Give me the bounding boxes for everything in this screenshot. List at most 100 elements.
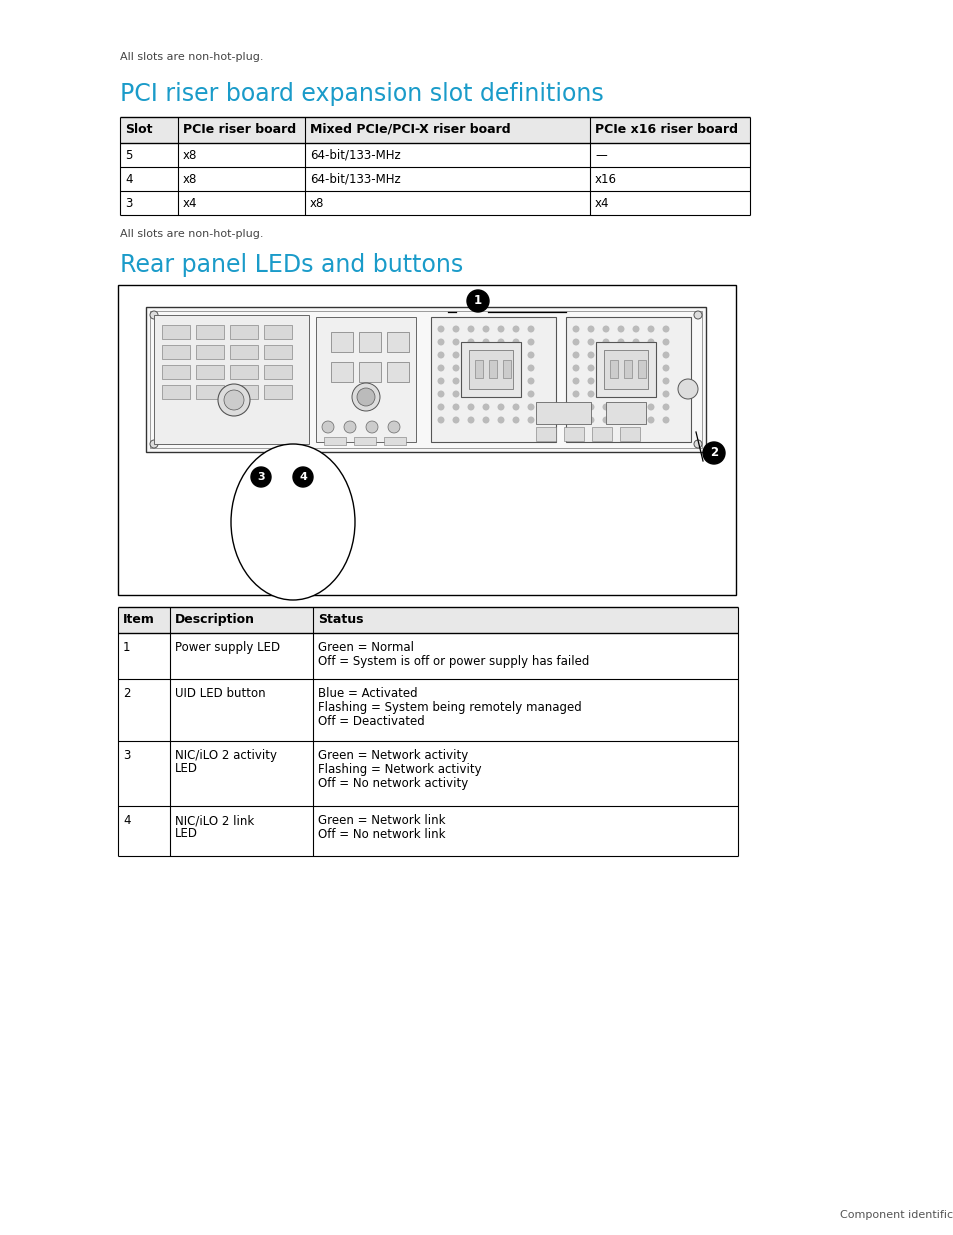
Circle shape xyxy=(632,378,639,384)
Text: PCI riser board expansion slot definitions: PCI riser board expansion slot definitio… xyxy=(120,82,603,106)
Circle shape xyxy=(572,378,578,384)
Circle shape xyxy=(587,338,594,346)
Text: 64-bit/133-MHz: 64-bit/133-MHz xyxy=(310,149,400,162)
Bar xyxy=(162,325,190,338)
Bar xyxy=(195,366,224,379)
Circle shape xyxy=(497,390,504,398)
Circle shape xyxy=(572,404,578,410)
Text: LED: LED xyxy=(174,762,198,776)
Circle shape xyxy=(602,364,609,372)
Circle shape xyxy=(388,421,399,433)
Circle shape xyxy=(467,352,474,358)
Circle shape xyxy=(452,378,459,384)
Circle shape xyxy=(617,352,624,358)
Text: Off = No network link: Off = No network link xyxy=(317,827,445,841)
Circle shape xyxy=(452,338,459,346)
Text: Rear panel LEDs and buttons: Rear panel LEDs and buttons xyxy=(120,253,463,277)
Circle shape xyxy=(572,390,578,398)
Text: Blue = Activated: Blue = Activated xyxy=(317,687,417,700)
Circle shape xyxy=(647,404,654,410)
Circle shape xyxy=(647,326,654,332)
Text: x8: x8 xyxy=(183,149,197,162)
Circle shape xyxy=(437,378,444,384)
Bar xyxy=(150,311,701,448)
Circle shape xyxy=(587,364,594,372)
Circle shape xyxy=(437,364,444,372)
Text: 1: 1 xyxy=(123,641,131,655)
Bar xyxy=(469,350,513,389)
Circle shape xyxy=(482,378,489,384)
Circle shape xyxy=(647,390,654,398)
Circle shape xyxy=(512,390,519,398)
Circle shape xyxy=(482,352,489,358)
Circle shape xyxy=(693,440,701,448)
Circle shape xyxy=(497,404,504,410)
Bar xyxy=(162,385,190,399)
Bar xyxy=(265,490,274,500)
Circle shape xyxy=(587,404,594,410)
Circle shape xyxy=(617,326,624,332)
Text: 2: 2 xyxy=(709,447,718,459)
Text: Off = Deactivated: Off = Deactivated xyxy=(317,715,424,727)
Circle shape xyxy=(617,416,624,424)
Bar xyxy=(603,350,647,389)
Bar xyxy=(118,606,738,634)
Circle shape xyxy=(467,404,474,410)
Circle shape xyxy=(617,404,624,410)
Bar xyxy=(387,362,409,382)
Circle shape xyxy=(661,378,669,384)
Bar xyxy=(120,117,749,143)
Circle shape xyxy=(587,416,594,424)
Text: 4: 4 xyxy=(123,814,131,827)
Circle shape xyxy=(482,416,489,424)
Text: 4: 4 xyxy=(125,173,132,186)
Bar xyxy=(354,437,375,445)
Circle shape xyxy=(467,326,474,332)
Circle shape xyxy=(482,364,489,372)
Bar xyxy=(162,366,190,379)
Text: —: — xyxy=(595,149,606,162)
Text: NIC/iLO 2 link: NIC/iLO 2 link xyxy=(174,814,254,827)
Circle shape xyxy=(602,352,609,358)
Bar xyxy=(195,345,224,359)
Circle shape xyxy=(497,378,504,384)
Text: x4: x4 xyxy=(595,198,609,210)
Text: 1: 1 xyxy=(474,294,481,308)
Circle shape xyxy=(452,352,459,358)
Text: 2: 2 xyxy=(123,687,131,700)
Circle shape xyxy=(632,404,639,410)
Circle shape xyxy=(632,326,639,332)
Text: 4: 4 xyxy=(298,472,307,482)
Circle shape xyxy=(647,364,654,372)
Circle shape xyxy=(322,421,334,433)
Bar xyxy=(609,359,618,378)
Bar xyxy=(387,332,409,352)
Bar xyxy=(264,325,292,338)
Circle shape xyxy=(587,378,594,384)
Circle shape xyxy=(497,352,504,358)
Circle shape xyxy=(512,364,519,372)
Bar xyxy=(230,366,257,379)
Circle shape xyxy=(602,326,609,332)
Circle shape xyxy=(482,404,489,410)
Circle shape xyxy=(512,378,519,384)
Circle shape xyxy=(693,311,701,319)
Bar xyxy=(264,345,292,359)
Text: Flashing = System being remotely managed: Flashing = System being remotely managed xyxy=(317,701,581,714)
Circle shape xyxy=(632,364,639,372)
Bar xyxy=(230,325,257,338)
Text: 3: 3 xyxy=(125,198,132,210)
Circle shape xyxy=(497,326,504,332)
Circle shape xyxy=(437,416,444,424)
Circle shape xyxy=(452,404,459,410)
Circle shape xyxy=(661,352,669,358)
Circle shape xyxy=(661,326,669,332)
Bar xyxy=(384,437,406,445)
Bar xyxy=(230,385,257,399)
Text: Component identification    11: Component identification 11 xyxy=(840,1210,953,1220)
Bar xyxy=(195,325,224,338)
Text: x8: x8 xyxy=(183,173,197,186)
Circle shape xyxy=(467,378,474,384)
Circle shape xyxy=(497,416,504,424)
Circle shape xyxy=(512,352,519,358)
